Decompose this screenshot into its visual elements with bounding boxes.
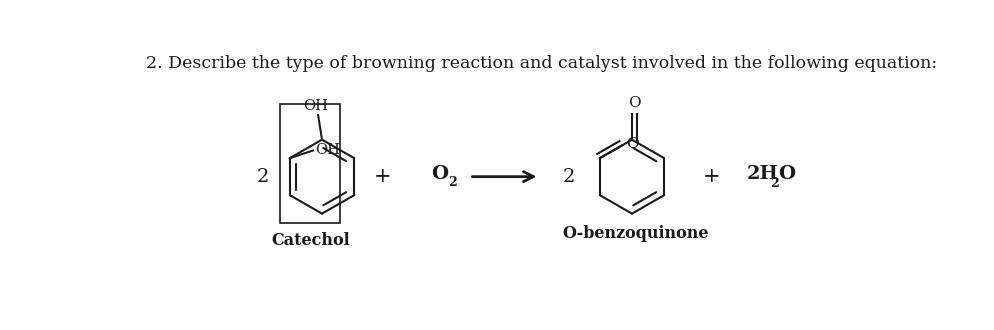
Text: O: O [777, 165, 794, 183]
Text: 2. Describe the type of browning reaction and catalyst involved in the following: 2. Describe the type of browning reactio… [146, 55, 936, 72]
Text: 2: 2 [256, 168, 268, 186]
Text: O: O [430, 165, 447, 183]
Text: O: O [626, 137, 638, 151]
Text: 2: 2 [563, 168, 575, 186]
Text: Catechol: Catechol [270, 232, 349, 249]
Text: OH: OH [303, 99, 328, 113]
Text: O: O [627, 96, 640, 111]
Bar [280, 104, 340, 223]
Text: O-benzoquinone: O-benzoquinone [562, 225, 709, 242]
Text: +: + [703, 167, 720, 186]
Text: 2: 2 [769, 177, 778, 190]
Text: 2: 2 [447, 176, 456, 189]
Text: OH: OH [315, 144, 340, 157]
Text: +: + [374, 167, 392, 186]
Text: 2H: 2H [746, 165, 777, 183]
